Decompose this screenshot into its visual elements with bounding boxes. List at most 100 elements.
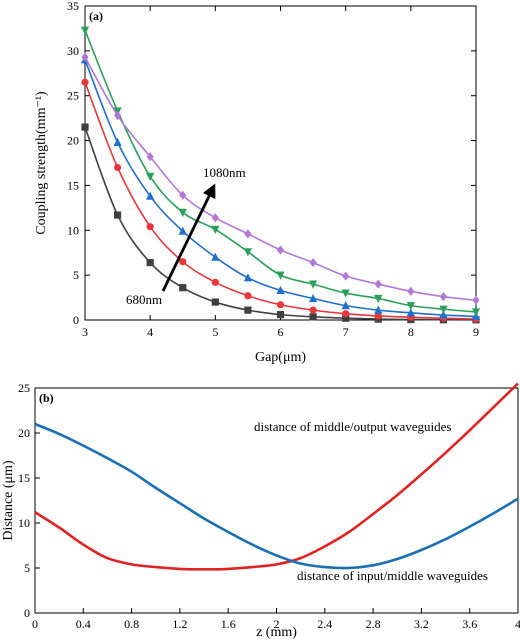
chart-a-annotation-680nm: 680nm [126,292,162,307]
chart-a-point-series-3 [146,191,155,200]
chart-a-point-series-2 [309,306,317,314]
chart-b-ytick-label: 25 [18,381,30,395]
chart-a-ylabel: Coupling strength(mm⁻¹) [34,91,49,235]
chart-b-series-label-input-middle: distance of input/middle waveguides [297,568,488,583]
chart-a-ytick-label: 20 [67,134,79,148]
chart-a-point-series-2 [179,258,187,266]
chart-a-point-series-5 [309,257,317,268]
chart-a-ytick-label: 25 [67,89,79,103]
chart-a-point-series-4 [374,294,383,304]
chart-a-point-series-3 [308,293,318,303]
chart-b-xtick-label: 2 [274,617,280,631]
chart-a-xtick-label: 7 [343,325,349,339]
chart-a-point-series-5 [374,279,382,289]
chart-a-xtick-label: 6 [278,325,284,339]
chart-b-xtick-label: 4 [515,617,520,631]
chart-b-xtick-label: 1.6 [221,617,236,631]
chart-a-point-series-5 [179,190,187,200]
chart-a-point-series-1 [276,311,285,319]
chart-b-ytick-label: 5 [24,561,30,575]
chart-a-point-series-1 [179,284,187,292]
chart-a-point-series-4 [406,302,415,311]
chart-a-point-series-2 [113,163,122,172]
chart-a-ytick-label: 30 [67,44,79,58]
chart-a-point-series-2 [146,223,154,231]
chart-a-point-series-1 [342,314,350,322]
chart-a-xtick-label: 9 [473,325,479,339]
chart-b-line-series-2 [34,422,519,570]
chart-b: (b) z (mm) Distance (μm) 0 0.4 0.8 1.2 1.6 2 2… [1,381,520,640]
chart-b-ytick-label: 20 [18,426,30,440]
chart-a-point-series-2 [374,312,382,320]
chart-a-point-series-4 [471,308,481,317]
chart-b-series-label-middle-output: distance of middle/output waveguides [254,419,451,434]
chart-a-point-series-5 [342,271,350,281]
chart-a-point-series-5 [81,52,89,62]
chart-a-arrow [161,183,216,292]
chart-a-xtick-label: 5 [212,325,218,339]
chart-b-xtick-label: 0.4 [76,617,91,631]
chart-a-ytick-label: 5 [73,268,79,282]
chart-b-ytick-label: 0 [24,606,30,620]
chart-a-point-series-4 [341,289,350,298]
chart-a-ytick-label: 35 [67,0,79,13]
chart-a-point-series-2 [211,278,219,286]
chart-a-point-series-1 [309,313,317,321]
chart-a-point-series-5 [439,292,448,302]
chart-a-point-series-3 [341,301,350,310]
chart-a-fit-line-4 [84,29,477,313]
chart-a-point-series-4 [276,271,285,280]
chart-a-ytick-label: 0 [73,313,79,327]
chart-a-point-series-4 [178,208,187,217]
chart-b-xtick-label: 3.2 [414,617,429,631]
chart-a-ytick-label: 10 [67,223,79,237]
chart-a-point-series-3 [178,226,187,235]
chart-a-xlabel: Gap(μm) [255,350,306,365]
chart-a-point-series-1 [211,298,219,306]
chart-a-point-series-5 [113,110,122,121]
chart-a-point-series-1 [113,211,122,219]
chart-a-point-series-3 [211,252,220,261]
chart-a-point-series-2 [244,292,252,300]
chart-b-xtick-label: 2.4 [317,617,332,631]
chart-a-point-series-1 [146,258,154,267]
chart-b-line-series-1 [34,382,519,571]
chart-a-xtick-label: 4 [147,325,153,339]
chart-b-ytick-label: 15 [18,471,30,485]
chart-a-point-series-4 [308,280,318,289]
chart-a-point-series-4 [439,305,448,314]
chart-a-point-series-5 [472,295,480,305]
chart-a-point-series-2 [342,310,350,318]
chart-a-panel-label: (a) [89,9,103,23]
chart-b-panel-label: (b) [39,391,54,405]
chart-b-xlabel: z (mm) [256,625,297,640]
chart-b-ylabel: Distance (μm) [1,460,16,541]
chart-a-xtick-label: 8 [408,325,414,339]
chart-b-ytick-label: 10 [18,516,30,530]
chart-a-point-series-4 [80,26,90,35]
chart-a: (a) Gap(μm) Coupling strength(mm⁻¹) 3 4 5 6… [34,0,481,365]
chart-a-point-series-3 [243,273,253,282]
chart-a-point-series-3 [276,285,285,294]
chart-a-point-series-3 [439,310,448,319]
chart-b-xtick-label: 0 [32,617,38,631]
chart-b-xtick-label: 3.6 [462,617,477,631]
chart-a-point-series-5 [146,152,154,162]
chart-a-point-series-5 [244,229,252,239]
chart-a-point-series-5 [407,286,415,296]
chart-a-point-series-2 [81,78,89,86]
chart-a-point-series-5 [276,245,285,255]
chart-a-ytick-label: 15 [67,178,79,192]
chart-a-point-series-2 [276,301,285,309]
chart-b-xtick-label: 0.8 [124,617,139,631]
chart-a-point-series-3 [374,305,383,314]
chart-a-annotation-1080nm: 1080nm [203,165,246,180]
chart-a-xtick-label: 3 [82,325,88,339]
chart-a-point-series-4 [211,225,220,234]
chart-a-point-series-1 [244,306,252,314]
chart-a-point-series-4 [146,172,155,182]
chart-a-point-series-4 [243,248,253,257]
chart-a-point-series-3 [406,308,415,317]
chart-a-point-series-3 [113,137,122,146]
chart-a-point-series-5 [211,213,219,223]
